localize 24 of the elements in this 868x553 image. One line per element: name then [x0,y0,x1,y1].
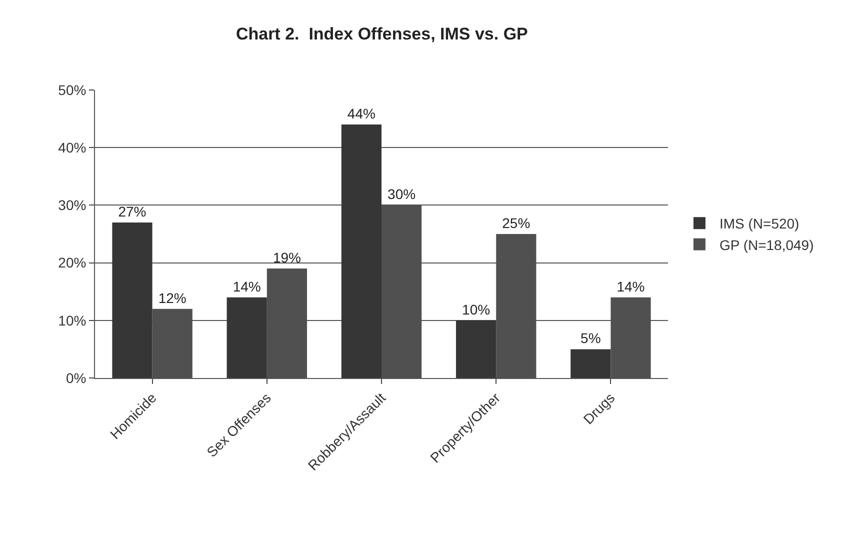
data-label: 14% [616,278,645,294]
data-label: 10% [462,301,490,318]
legend-label: IMS (N=520) [719,216,800,232]
data-label: 19% [272,250,301,266]
y-tick-label: 20% [58,254,86,271]
data-label: 30% [388,186,416,202]
bar [570,349,611,378]
y-tick-label: 10% [58,312,86,328]
data-label: 12% [158,290,186,306]
y-tick-label: 50% [58,82,86,98]
bar [112,222,152,378]
y-tick-label: 0% [66,370,86,386]
data-label: 14% [232,278,261,294]
legend-label: GP (N=18,049) [719,236,814,253]
data-label: 44% [347,106,376,122]
data-label: 25% [502,215,530,231]
data-label: 5% [580,330,601,346]
y-tick-label: 30% [58,197,86,214]
bar [341,124,382,378]
bar [226,297,267,378]
data-label: 27% [118,203,146,220]
bar [456,320,496,378]
y-tick-label: 40% [58,140,86,156]
chart-title: Chart 2. Index Offenses, IMS vs. GP [236,24,528,44]
